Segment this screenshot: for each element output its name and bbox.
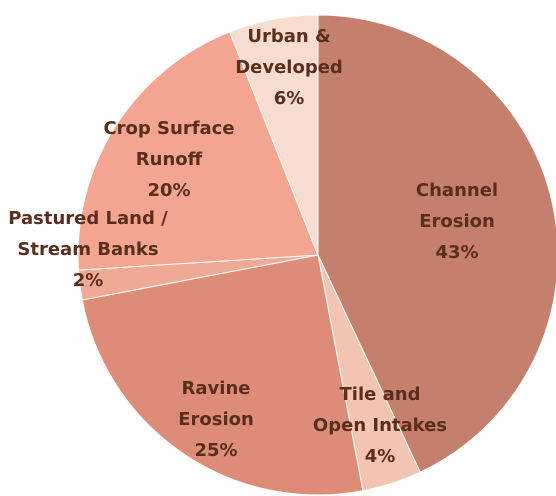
slice-label-line: Crop Surface <box>103 118 234 139</box>
slice-label-4: Crop Surface Runoff 20% <box>103 118 234 201</box>
slice-label-line: 2% <box>73 270 104 291</box>
slice-label-line: Ravine <box>182 378 251 399</box>
slice-label-line: 6% <box>274 88 305 109</box>
pie-slice-5 <box>229 14 319 256</box>
pie-slices <box>77 14 556 496</box>
slice-label-line: 20% <box>147 180 190 201</box>
slice-label-line: Runoff <box>136 149 203 170</box>
pie-slice-2 <box>81 254 364 496</box>
slice-label-line: Stream Banks <box>17 239 158 260</box>
pie-labels: Channel Erosion 43% Tile and Open Intakes 4% R… <box>8 26 498 467</box>
slice-label-3: Pastured Land / Stream Banks 2% <box>8 208 168 291</box>
slice-label-line: 25% <box>194 440 237 461</box>
slice-label-1: Tile and Open Intakes 4% <box>313 384 447 467</box>
slice-label-line: 4% <box>365 446 396 467</box>
slice-label-0: Channel Erosion 43% <box>416 180 498 263</box>
slice-label-line: Urban & <box>247 26 330 47</box>
slice-label-line: Developed <box>235 57 343 78</box>
slice-label-line: Pastured Land / <box>8 208 168 229</box>
slice-label-line: Open Intakes <box>313 415 447 436</box>
slice-label-line: Erosion <box>178 409 254 430</box>
pie-slice-0 <box>317 14 556 473</box>
slice-label-5: Urban & Developed 6% <box>235 26 343 109</box>
slice-label-line: Tile and <box>340 384 421 405</box>
slice-label-line: 43% <box>435 242 478 263</box>
slice-label-line: Erosion <box>419 211 495 232</box>
slice-label-2: Ravine Erosion 25% <box>178 378 254 461</box>
slice-label-line: Channel <box>416 180 498 201</box>
pie-slice-4 <box>77 31 319 271</box>
